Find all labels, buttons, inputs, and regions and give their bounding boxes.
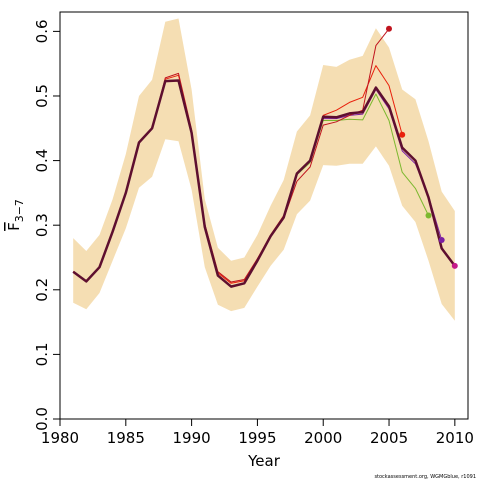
x-tick-label: 2010 (436, 429, 474, 447)
plot-frame (59, 11, 469, 420)
y-axis: 0.0 0.1 0.2 0.3 0.4 0.5 0.6 (33, 19, 60, 431)
y-tick-label: 0.5 (33, 84, 51, 108)
series-layer (72, 28, 456, 288)
y-axis-title-symbol: F (5, 222, 23, 231)
series-end-point-5 (399, 131, 406, 138)
confidence-band-layer (73, 18, 455, 321)
x-tick-label: 1990 (173, 429, 211, 447)
x-tick-label: 1980 (41, 429, 79, 447)
y-tick-label: 0.1 (33, 342, 51, 366)
svg-text:F3−7: F3−7 (5, 199, 26, 231)
series-end-point-4 (425, 212, 432, 219)
confidence-band (73, 18, 455, 321)
y-tick-label: 0.0 (33, 407, 51, 431)
x-tick-label: 2000 (304, 429, 342, 447)
end-marker-layer (386, 25, 458, 269)
y-tick-label: 0.6 (33, 19, 51, 43)
y-tick-label: 0.3 (33, 213, 51, 237)
y-axis-title: F3−7 (5, 199, 26, 231)
credit-text: stockassessment.org, WGMGblue, r1091 (374, 474, 476, 480)
y-tick-label: 0.2 (33, 278, 51, 302)
y-tick-label: 0.4 (33, 149, 51, 173)
x-tick-label: 1985 (107, 429, 145, 447)
x-tick-label: 2005 (370, 429, 408, 447)
x-axis: 1980 1985 1990 1995 2000 2005 2010 (41, 419, 474, 447)
x-axis-title: Year (247, 452, 281, 470)
series-end-point-2 (451, 262, 458, 269)
series-line-1 (72, 79, 456, 288)
series-end-point-6 (386, 25, 392, 32)
x-tick-label: 1995 (238, 429, 276, 447)
y-axis-title-subscript: 3−7 (13, 199, 26, 222)
series-end-point-3 (438, 237, 445, 243)
